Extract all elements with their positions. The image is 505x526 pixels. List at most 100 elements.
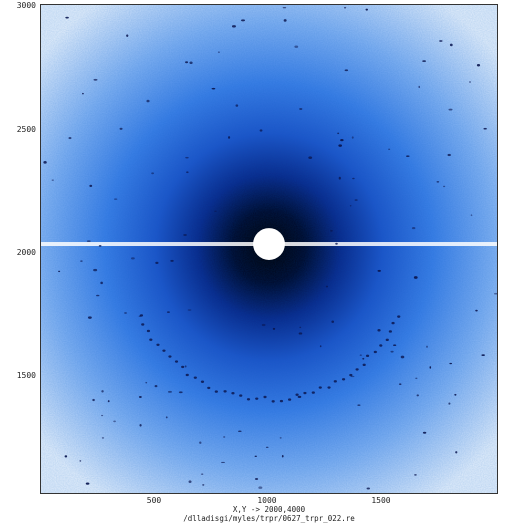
- diffraction-image[interactable]: [40, 4, 498, 494]
- diffraction-spot: [350, 375, 355, 378]
- x-tick-500: 500: [146, 496, 162, 505]
- diffraction-spot: [422, 431, 427, 434]
- diffraction-spot: [439, 39, 443, 42]
- diffraction-spot: [448, 402, 451, 405]
- diffraction-spot: [254, 477, 259, 480]
- diffraction-spot: [449, 362, 453, 365]
- y-tick-1500: 1500: [16, 371, 36, 380]
- diffraction-spot: [43, 161, 47, 164]
- diffraction-spot: [365, 354, 370, 358]
- diffraction-spot: [141, 323, 145, 326]
- diffraction-spot: [352, 177, 355, 180]
- diffraction-spot: [241, 19, 246, 22]
- diffraction-spot: [181, 365, 185, 369]
- diffraction-spot: [299, 107, 303, 110]
- diffraction-spot: [65, 16, 69, 19]
- diffraction-spot: [279, 437, 282, 439]
- diffraction-spot: [170, 259, 174, 262]
- diffraction-spot: [436, 181, 440, 183]
- diffraction-spot: [355, 368, 359, 371]
- diffraction-spot: [165, 416, 168, 419]
- diffraction-spot: [145, 381, 148, 384]
- diffraction-spot: [107, 400, 110, 403]
- diffraction-spot: [365, 8, 368, 11]
- diffraction-spot: [64, 455, 68, 458]
- diffraction-spot: [311, 391, 315, 394]
- diffraction-spot: [483, 127, 487, 130]
- diffraction-spot: [221, 461, 225, 464]
- diffraction-spot: [288, 398, 292, 401]
- diffraction-spot: [131, 257, 135, 260]
- diffraction-spot: [231, 25, 236, 28]
- diffraction-spot: [185, 156, 189, 159]
- diffraction-spot: [89, 184, 93, 187]
- diffraction-spot: [68, 136, 72, 140]
- diffraction-spot: [162, 349, 166, 352]
- diffraction-spot: [377, 269, 381, 272]
- diffraction-spot: [476, 64, 481, 67]
- diffraction-spot: [87, 316, 92, 319]
- diffraction-spot: [258, 486, 263, 489]
- diffraction-spot: [388, 330, 392, 333]
- diffraction-spot: [189, 61, 193, 65]
- diffraction-spot: [390, 350, 394, 353]
- diffraction-spot: [400, 355, 405, 359]
- diffraction-spot: [281, 455, 284, 458]
- diffraction-spot: [214, 390, 218, 393]
- y-tick-2500: 2500: [16, 125, 36, 134]
- diffraction-spot: [362, 363, 366, 367]
- file-path-label: /dlladisgi/myles/trpr/0627_trpr_022.re: [183, 514, 355, 523]
- diffraction-spot: [337, 132, 340, 135]
- diffraction-spot: [227, 136, 231, 139]
- diffraction-spot: [397, 315, 401, 318]
- diffraction-spot: [469, 81, 471, 83]
- diffraction-spot: [294, 45, 299, 48]
- diffraction-spot: [246, 398, 251, 401]
- diffraction-spot: [331, 320, 335, 323]
- diffraction-spot: [200, 380, 205, 383]
- diffraction-spot: [259, 129, 263, 132]
- diffraction-spot: [101, 437, 105, 439]
- diffraction-spot: [426, 345, 428, 348]
- diffraction-spot: [139, 423, 142, 427]
- diffraction-spot: [414, 473, 417, 476]
- diffraction-spot: [96, 294, 100, 297]
- diffraction-spot: [151, 172, 155, 175]
- diffraction-spot: [138, 315, 142, 318]
- diffraction-spot: [349, 205, 352, 207]
- diffraction-spot: [455, 451, 458, 454]
- diffraction-spot: [231, 392, 235, 395]
- diffraction-spot: [481, 354, 485, 357]
- diffraction-spot: [470, 214, 473, 216]
- diffraction-spot: [238, 430, 242, 433]
- diffraction-spot: [183, 234, 187, 237]
- diffraction-spot: [449, 43, 453, 47]
- diffraction-spot: [340, 139, 344, 142]
- diffraction-spot: [235, 104, 239, 107]
- diffraction-spot: [263, 395, 267, 399]
- diffraction-spot: [199, 441, 202, 444]
- diffraction-spot: [239, 394, 243, 397]
- diffraction-spot: [308, 156, 313, 159]
- diffraction-spot: [349, 373, 353, 377]
- diffraction-spot: [207, 386, 211, 390]
- diffraction-spot: [255, 397, 259, 400]
- diffraction-spot: [126, 34, 129, 37]
- diffraction-spot: [149, 338, 153, 341]
- diffraction-spot: [494, 292, 497, 295]
- diffraction-spot: [155, 261, 159, 264]
- diffraction-spot: [261, 323, 266, 327]
- diffraction-spot: [297, 395, 302, 398]
- diffraction-spot: [146, 99, 150, 103]
- beamstop: [253, 228, 285, 260]
- diffraction-spot: [101, 390, 104, 393]
- diffraction-spot: [100, 281, 103, 285]
- diffraction-spot: [373, 350, 377, 354]
- diffraction-spot: [366, 487, 370, 490]
- diffraction-pattern: [41, 5, 497, 493]
- diffraction-spot: [271, 400, 275, 403]
- diffraction-spot: [279, 399, 284, 403]
- diffraction-spot: [217, 51, 220, 53]
- diffraction-spot: [422, 60, 427, 62]
- diffraction-spot: [186, 171, 189, 174]
